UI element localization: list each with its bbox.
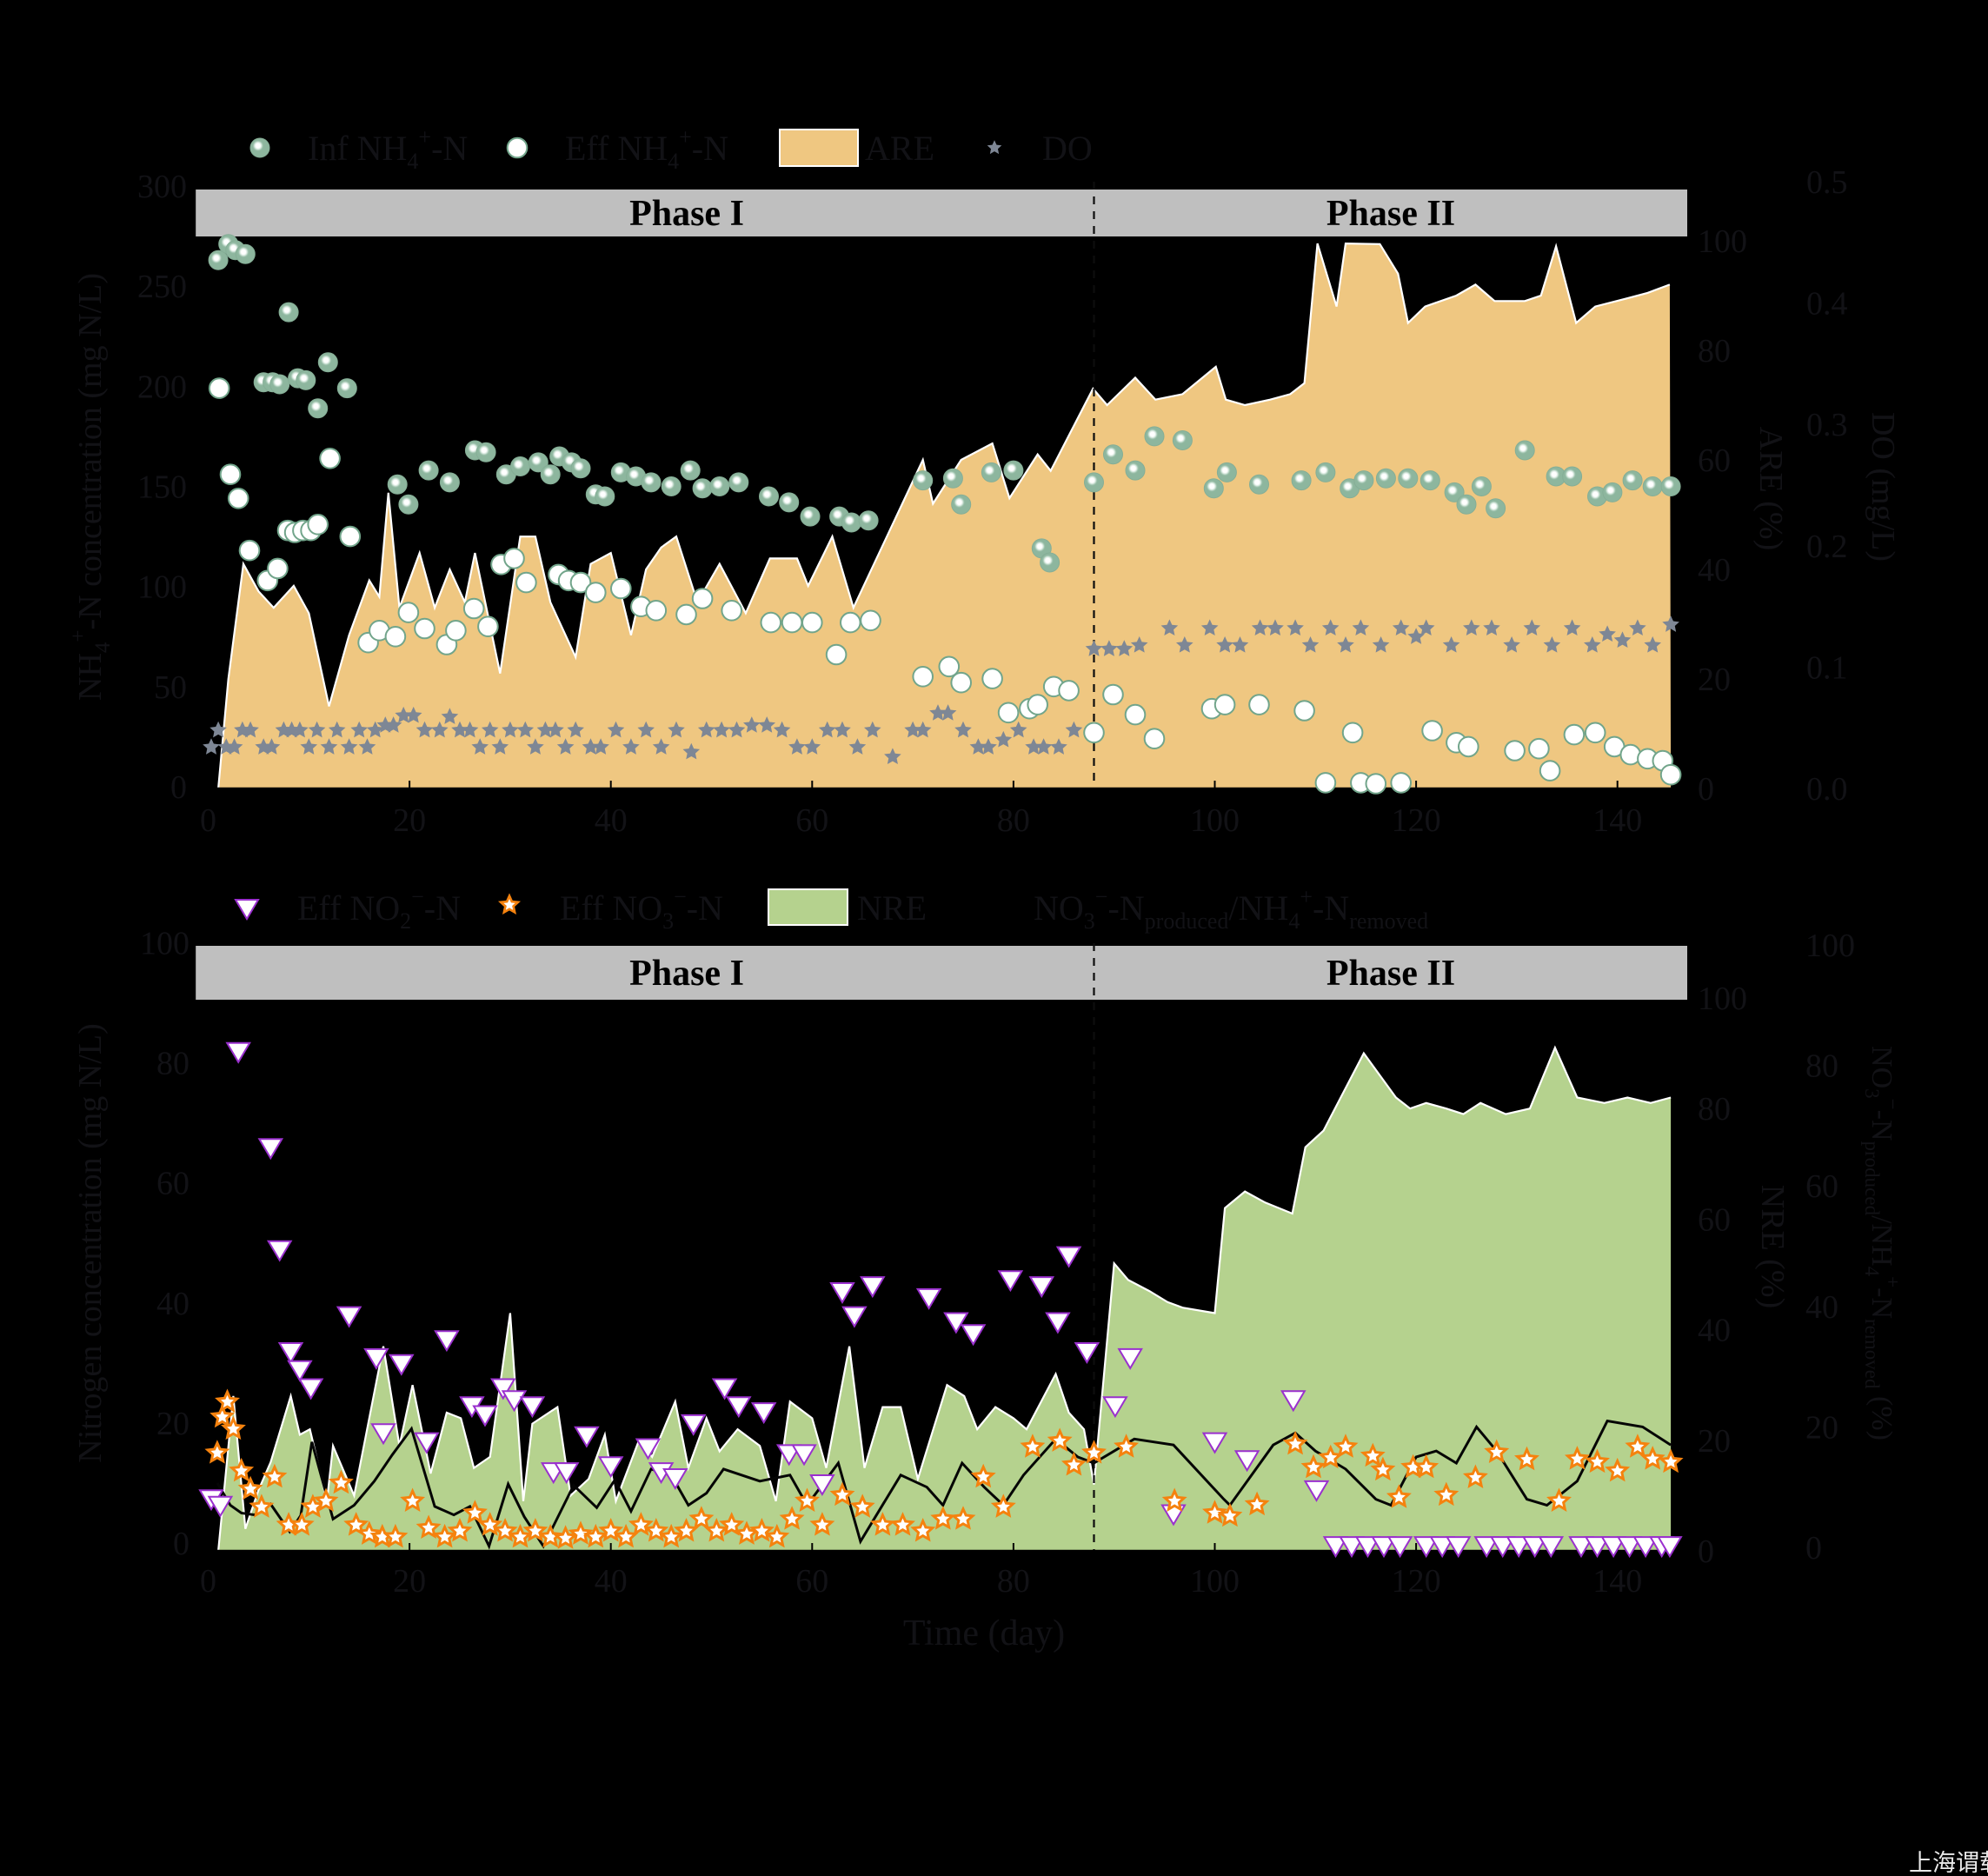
svg-text:50: 50: [154, 669, 187, 706]
svg-text:Phase I: Phase I: [629, 194, 744, 234]
svg-text:0.2: 0.2: [1806, 529, 1848, 565]
svg-text:100: 100: [1698, 223, 1747, 260]
svg-text:20: 20: [1698, 1423, 1731, 1460]
svg-text:40: 40: [1805, 1289, 1838, 1326]
svg-text:80: 80: [156, 1046, 189, 1082]
svg-text:120: 120: [1392, 802, 1441, 839]
svg-text:20: 20: [1805, 1409, 1838, 1446]
svg-text:80: 80: [1698, 333, 1731, 369]
svg-text:0: 0: [170, 769, 187, 806]
svg-text:Phase II: Phase II: [1326, 194, 1455, 234]
svg-text:NO3−-Nproduced/NH4+-Nremoved (: NO3−-Nproduced/NH4+-Nremoved (%): [1861, 1046, 1904, 1440]
svg-text:60: 60: [1698, 1201, 1731, 1238]
svg-text:300: 300: [137, 169, 187, 205]
svg-text:Time (day): Time (day): [903, 1613, 1065, 1653]
svg-text:0.3: 0.3: [1806, 407, 1848, 443]
svg-text:60: 60: [156, 1166, 189, 1202]
svg-text:100: 100: [1190, 1563, 1240, 1600]
svg-text:Nitrogen concentration (mg N/L: Nitrogen concentration (mg N/L): [72, 1023, 109, 1462]
svg-text:80: 80: [997, 802, 1030, 839]
svg-text:DO (mg/L): DO (mg/L): [1865, 412, 1901, 562]
svg-text:0: 0: [1698, 771, 1714, 808]
svg-text:0: 0: [1698, 1533, 1714, 1570]
svg-text:140: 140: [1592, 1563, 1642, 1600]
svg-text:80: 80: [1698, 1091, 1731, 1128]
svg-text:140: 140: [1592, 802, 1642, 839]
svg-text:ARE: ARE: [865, 129, 934, 168]
svg-text:NRE (%): NRE (%): [1754, 1185, 1791, 1308]
svg-text:100: 100: [1805, 928, 1855, 964]
svg-text:Phase II: Phase II: [1326, 954, 1455, 994]
svg-text:0.4: 0.4: [1806, 286, 1848, 323]
svg-text:0.5: 0.5: [1806, 164, 1848, 201]
svg-text:0: 0: [1805, 1530, 1822, 1567]
svg-text:20: 20: [156, 1406, 189, 1442]
svg-text:100: 100: [140, 926, 189, 962]
svg-text:Eff NH4+-N: Eff NH4+-N: [565, 124, 728, 174]
svg-text:DO: DO: [1042, 129, 1093, 168]
svg-text:40: 40: [595, 802, 628, 839]
svg-text:上海谓载: 上海谓载: [1909, 1850, 1988, 1876]
svg-text:80: 80: [997, 1563, 1030, 1600]
svg-text:Inf NH4+-N: Inf NH4+-N: [308, 124, 468, 174]
svg-text:40: 40: [156, 1286, 189, 1322]
svg-text:20: 20: [1698, 662, 1731, 698]
svg-text:0: 0: [200, 802, 216, 839]
svg-text:NH4+-N concentration (mg N/L): NH4+-N concentration (mg N/L): [67, 273, 115, 701]
svg-text:Eff NO3−-N: Eff NO3−-N: [560, 884, 723, 934]
svg-text:0: 0: [200, 1563, 216, 1600]
svg-text:120: 120: [1392, 1563, 1441, 1600]
svg-text:40: 40: [1698, 1313, 1731, 1349]
svg-text:100: 100: [1698, 981, 1747, 1017]
svg-text:200: 200: [137, 369, 187, 405]
svg-text:ARE (%): ARE (%): [1752, 427, 1789, 550]
svg-text:60: 60: [1698, 442, 1731, 479]
svg-text:100: 100: [137, 569, 187, 606]
svg-text:60: 60: [795, 1563, 828, 1600]
svg-text:Eff NO2−-N: Eff NO2−-N: [297, 884, 461, 934]
svg-text:60: 60: [795, 802, 828, 839]
svg-text:80: 80: [1805, 1048, 1838, 1085]
svg-text:NRE: NRE: [857, 888, 927, 928]
svg-text:Phase I: Phase I: [629, 954, 744, 994]
svg-text:100: 100: [1190, 802, 1240, 839]
svg-text:150: 150: [137, 469, 187, 506]
svg-text:20: 20: [393, 1563, 426, 1600]
svg-text:40: 40: [1698, 552, 1731, 589]
svg-text:0.0: 0.0: [1806, 771, 1848, 808]
svg-text:0: 0: [173, 1526, 189, 1562]
svg-text:0.1: 0.1: [1806, 649, 1848, 686]
svg-text:60: 60: [1805, 1168, 1838, 1205]
svg-text:250: 250: [137, 269, 187, 305]
svg-text:20: 20: [393, 802, 426, 839]
svg-text:40: 40: [595, 1563, 628, 1600]
